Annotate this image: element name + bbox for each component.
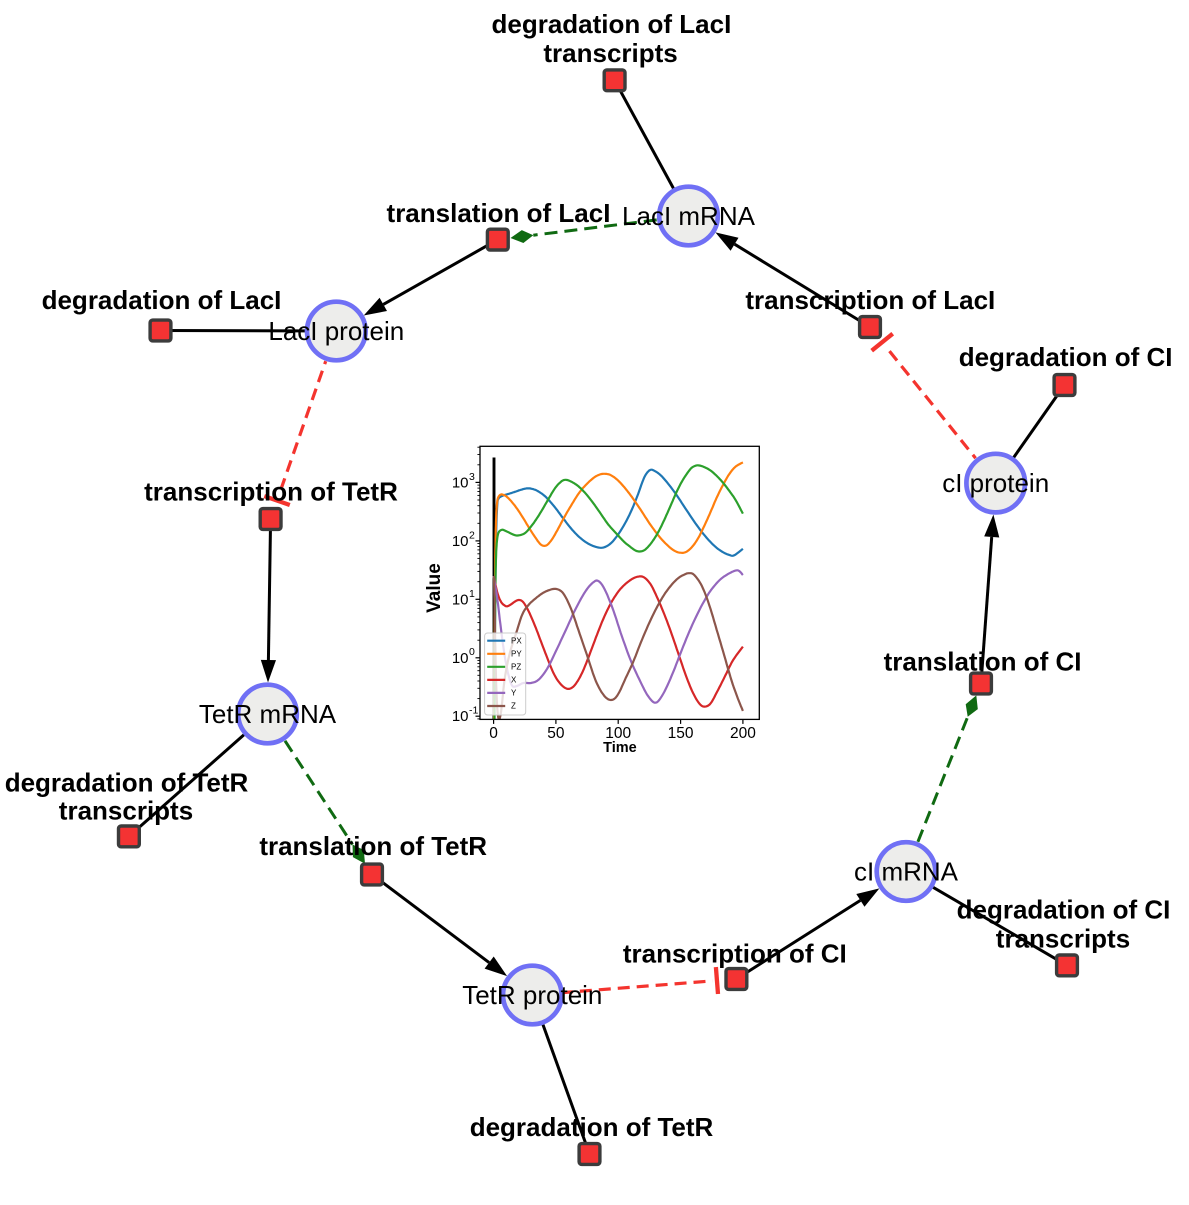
svg-text:degradation of LacI: degradation of LacI	[491, 9, 731, 39]
svg-text:translation of TetR: translation of TetR	[259, 831, 487, 861]
svg-text:Value: Value	[424, 563, 445, 613]
svg-text:transcripts: transcripts	[543, 38, 677, 68]
svg-text:transcripts: transcripts	[59, 796, 193, 826]
svg-text:150: 150	[668, 725, 694, 742]
svg-text:transcripts: transcripts	[996, 924, 1130, 954]
svg-text:TetR protein: TetR protein	[462, 980, 602, 1010]
svg-text:10: 10	[452, 708, 469, 725]
svg-text:0: 0	[489, 725, 498, 742]
svg-text:LacI mRNA: LacI mRNA	[622, 201, 756, 231]
svg-text:transcription of LacI: transcription of LacI	[745, 285, 995, 315]
svg-text:PX: PX	[511, 636, 522, 645]
svg-text:degradation of LacI: degradation of LacI	[42, 285, 282, 315]
svg-text:transcription of CI: transcription of CI	[623, 938, 847, 968]
svg-text:Z: Z	[511, 702, 516, 711]
svg-text:1: 1	[469, 588, 475, 600]
svg-text:cI mRNA: cI mRNA	[854, 857, 959, 887]
svg-text:degradation of TetR: degradation of TetR	[470, 1112, 714, 1142]
svg-text:10: 10	[452, 591, 469, 608]
svg-text:0: 0	[469, 646, 475, 658]
svg-text:degradation of CI: degradation of CI	[957, 894, 1171, 924]
svg-text:degradation of CI: degradation of CI	[959, 342, 1173, 372]
svg-text:LacI protein: LacI protein	[268, 316, 404, 346]
svg-text:degradation of TetR: degradation of TetR	[5, 768, 249, 798]
svg-text:X: X	[511, 676, 517, 685]
svg-text:PY: PY	[511, 650, 522, 659]
svg-text:PZ: PZ	[511, 663, 521, 672]
svg-text:100: 100	[605, 725, 631, 742]
svg-text:200: 200	[730, 725, 756, 742]
svg-text:10: 10	[452, 650, 469, 667]
svg-text:Time: Time	[603, 740, 637, 756]
svg-text:Y: Y	[511, 689, 517, 698]
svg-text:-1: -1	[469, 705, 478, 717]
svg-text:50: 50	[547, 725, 565, 742]
svg-text:10: 10	[452, 474, 469, 491]
svg-text:TetR mRNA: TetR mRNA	[199, 699, 337, 729]
svg-text:translation of LacI: translation of LacI	[387, 198, 611, 228]
svg-text:translation of CI: translation of CI	[884, 647, 1082, 677]
svg-text:10: 10	[452, 533, 469, 550]
svg-text:3: 3	[469, 471, 475, 483]
svg-text:2: 2	[469, 529, 475, 541]
svg-text:transcription of TetR: transcription of TetR	[144, 476, 398, 506]
svg-text:cI protein: cI protein	[942, 468, 1049, 498]
